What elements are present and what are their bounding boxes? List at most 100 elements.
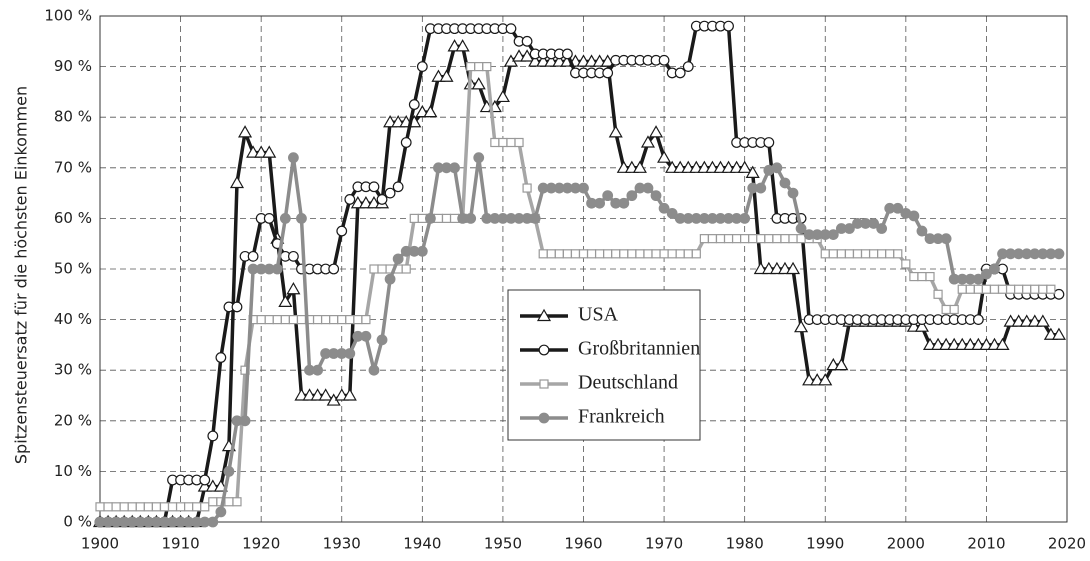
marker [321,315,331,325]
marker [772,234,782,244]
marker [699,234,709,244]
marker [159,502,170,512]
marker [482,61,492,72]
x-tick-label: 2010 [967,535,1005,553]
marker [715,234,726,244]
marker [554,249,564,259]
marker [1053,248,1065,260]
marker [344,348,356,359]
marker [474,61,484,72]
marker [723,20,734,32]
marker [127,502,137,512]
marker [657,150,672,163]
marker [207,516,219,528]
marker [506,137,516,148]
marker [288,152,299,164]
marker [184,502,194,512]
legend: USA Großbritannien Deutschland Frankreich [507,289,701,441]
marker [740,234,750,244]
marker [175,502,186,512]
marker [498,137,508,148]
marker [640,135,656,148]
marker [603,249,613,259]
marker [973,284,983,294]
marker [860,249,871,259]
marker [818,373,833,386]
marker [619,249,629,259]
marker [441,213,452,223]
y-tick-label: 50 % [54,260,92,278]
marker [312,364,323,376]
marker [1038,284,1048,294]
marker [199,474,211,486]
marker [764,234,774,244]
marker [167,502,178,512]
marker [377,264,387,274]
marker [618,197,630,209]
x-tick-label: 1950 [484,535,522,553]
marker [755,182,767,194]
marker [329,315,339,325]
marker [409,213,419,223]
marker [965,284,975,294]
marker [981,284,992,294]
marker [683,249,693,259]
marker [536,308,552,322]
y-tick-label: 10 % [54,462,92,480]
marker [608,125,623,138]
marker [643,249,653,259]
marker [611,249,621,259]
marker [570,249,581,259]
marker [632,160,647,173]
y-tick-label: 100 % [44,7,92,25]
marker [368,181,380,193]
marker [989,284,1000,294]
marker [207,430,219,442]
marker [827,229,839,240]
marker [925,271,935,282]
marker [345,315,355,325]
marker [337,315,347,325]
marker [997,284,1008,294]
marker [151,502,162,512]
marker [852,249,863,259]
marker [272,315,282,325]
marker [521,35,533,47]
marker [231,301,243,313]
marker [135,502,145,512]
marker [280,315,290,325]
marker [200,502,210,512]
marker [916,225,928,237]
marker [224,497,234,507]
marker [495,89,510,103]
marker [262,145,277,158]
y-tick-label: 40 % [54,310,92,328]
x-tick-label: 2000 [887,535,925,553]
marker [1014,284,1024,294]
marker [473,152,485,164]
marker [892,202,904,214]
marker [392,253,404,265]
marker [682,61,694,72]
marker [561,48,573,60]
marker [820,249,830,259]
y-axis-label: Spitzensteuersatz für die höchsten Einko… [12,86,31,464]
marker [957,284,967,294]
marker [238,125,253,138]
marker [667,249,677,259]
marker [834,357,849,371]
marker [368,364,380,376]
marker [659,249,669,259]
marker [868,249,879,259]
marker [111,502,121,512]
marker [538,412,550,424]
marker [901,259,911,269]
marker [344,194,356,205]
marker [795,223,807,234]
marker [232,497,242,507]
marker [642,182,654,194]
marker [893,249,903,259]
marker [787,187,799,199]
marker [675,249,685,259]
marker [360,330,372,342]
